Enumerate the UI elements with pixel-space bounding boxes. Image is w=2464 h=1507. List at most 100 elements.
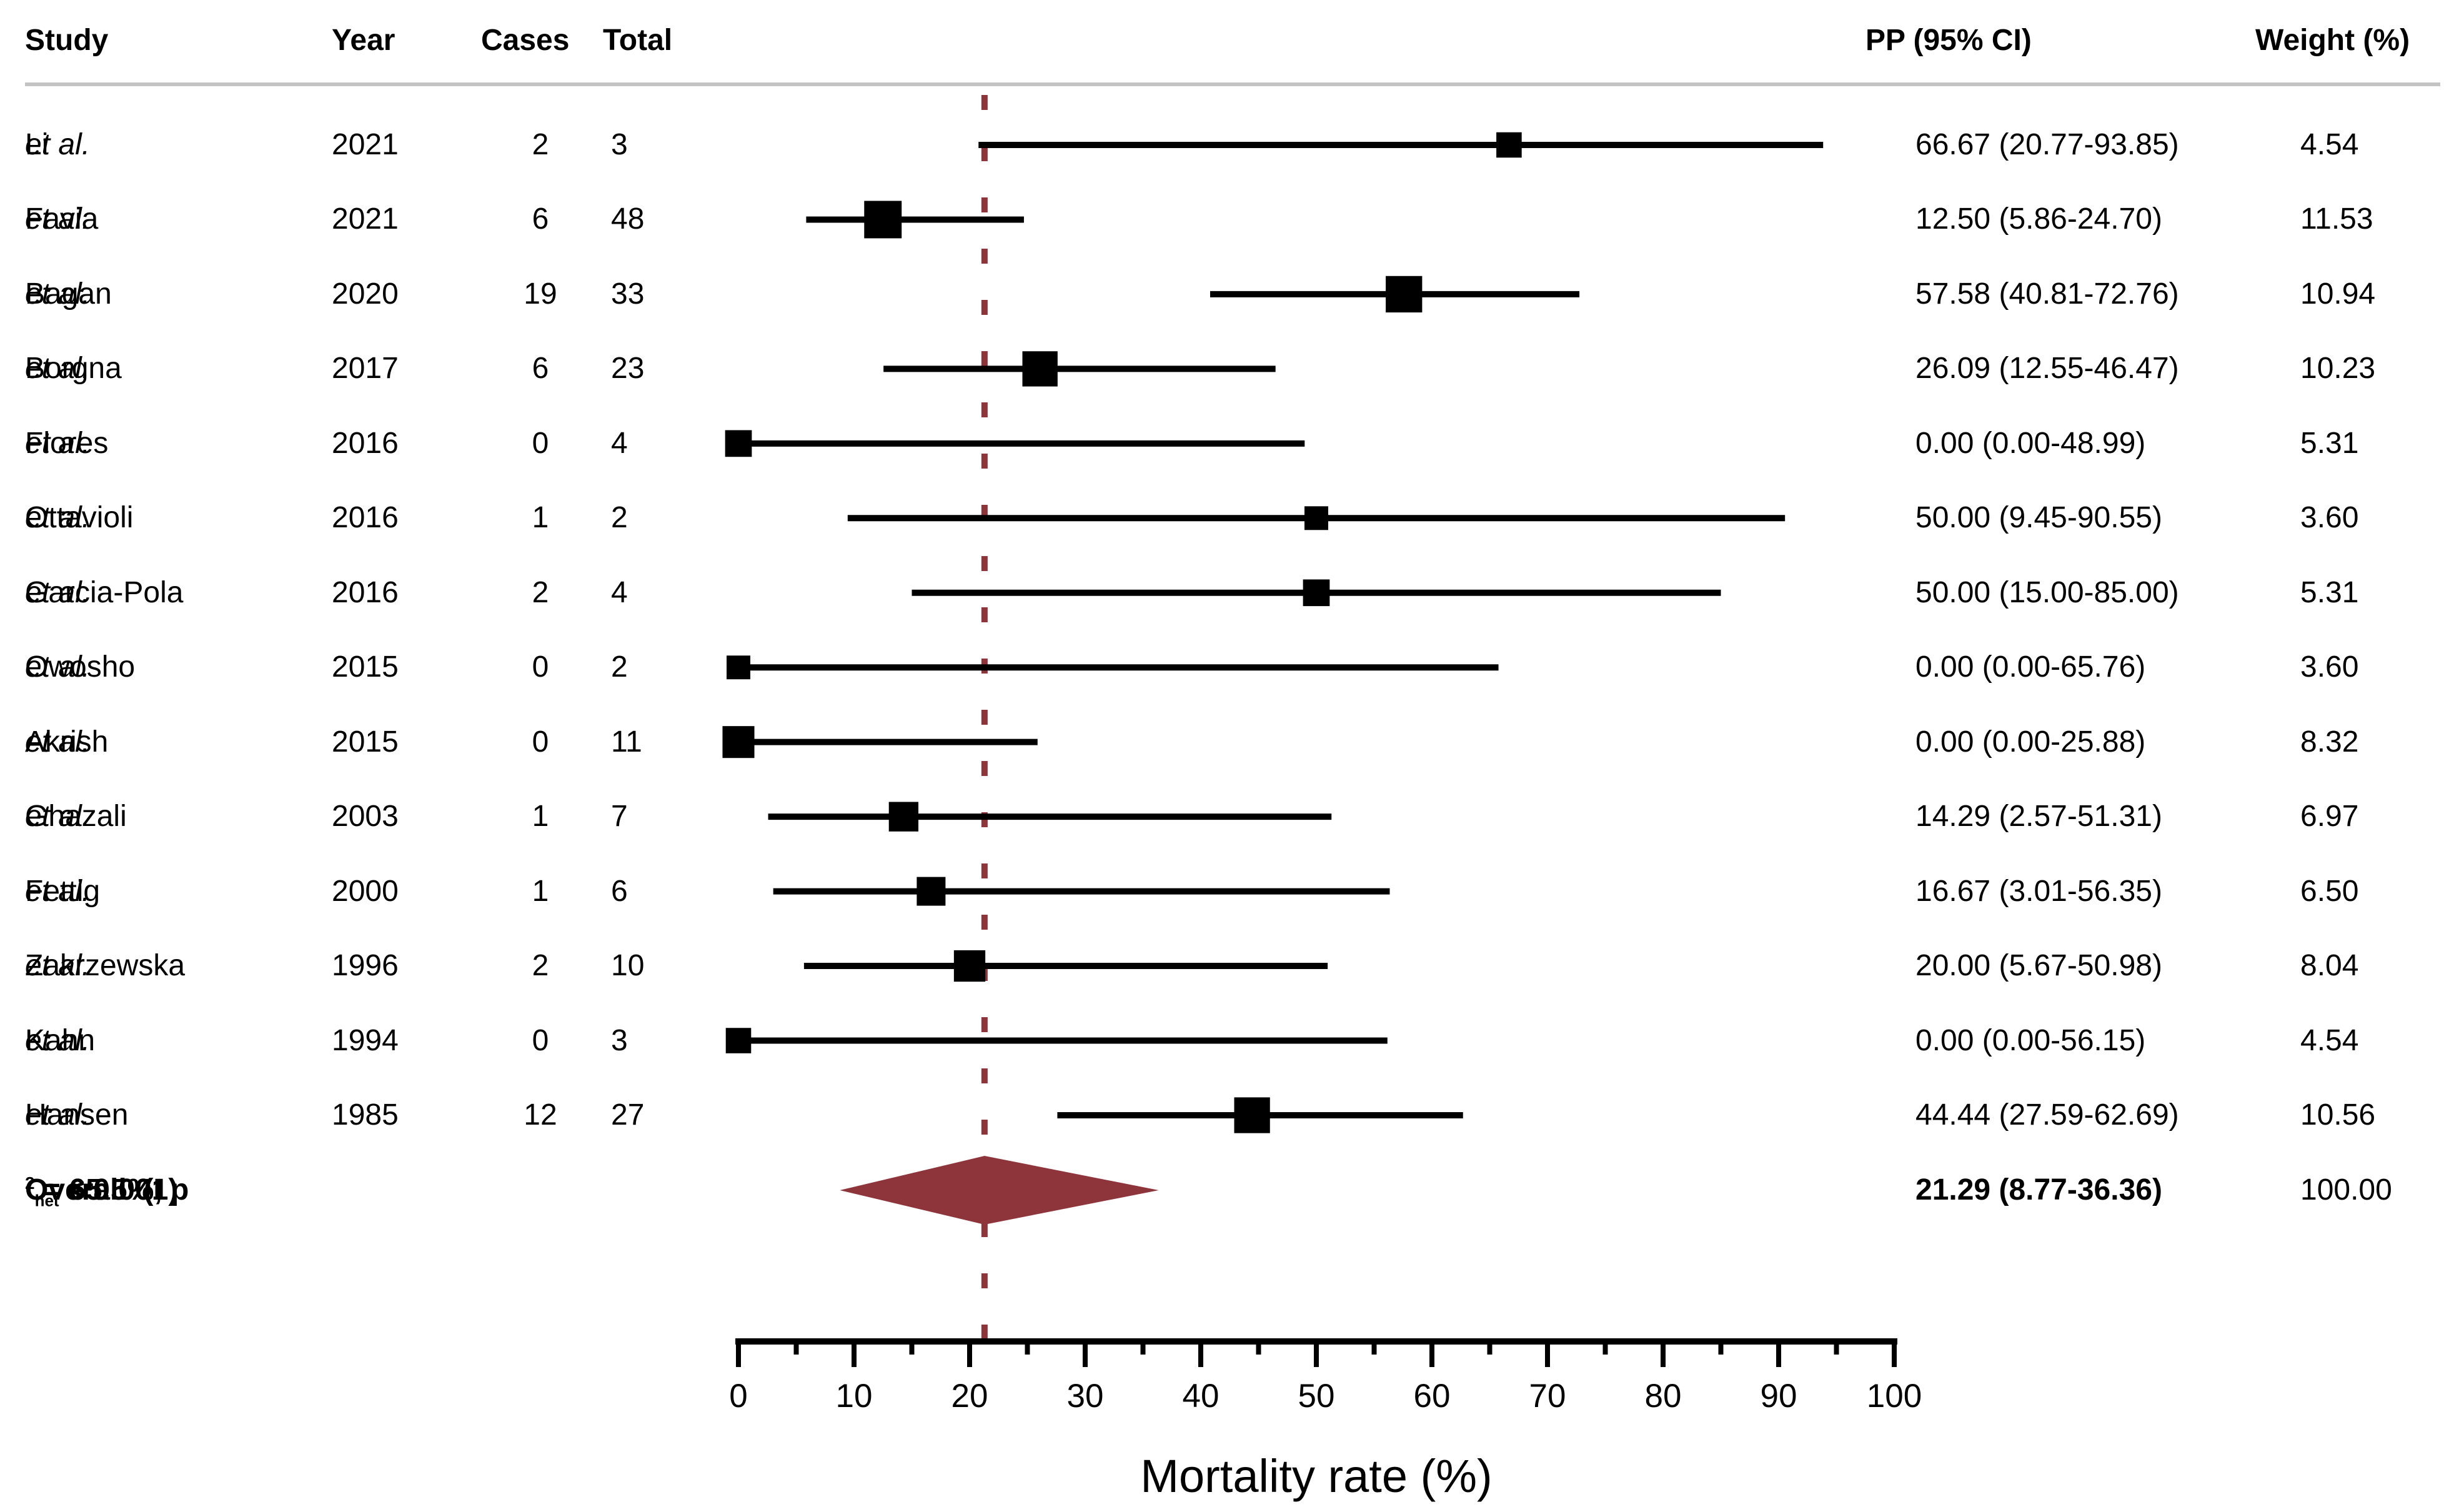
weight-value: 6.50 [2300,874,2359,908]
effect-square [1496,132,1522,158]
study-etal: et al. [25,202,91,236]
weight-value: 10.56 [2300,1098,2376,1131]
effect-square [727,655,750,680]
weight-value: 3.60 [2300,650,2359,684]
pp-ci-value: 14.29 (2.57-51.31) [1915,800,2162,833]
cases-value: 6 [532,352,549,385]
study-etal: et al. [25,575,91,609]
study-name: Bagan [25,277,112,311]
cases-value: 1 [532,800,549,833]
cases-value: 12 [524,1098,557,1131]
x-axis-title: Mortality rate (%) [1140,1450,1493,1502]
weight-value: 6.97 [2300,800,2359,833]
study-row: Bagan et al. 2020 19 33 57.58 (40.81-72.… [0,272,2464,316]
col-header-weight: Weight (%) [2255,24,2410,57]
x-axis-tick-label: 80 [1645,1378,1682,1415]
weight-value: 10.94 [2300,277,2376,311]
year-value: 1985 [332,1098,399,1131]
effect-square [1234,1097,1270,1133]
x-axis-tick-label: 40 [1183,1378,1220,1415]
study-row: Fettig et al. 2000 1 6 16.67 (3.01-56.35… [0,870,2464,913]
pp-ci-value: 57.58 (40.81-72.76) [1915,277,2179,311]
year-value: 2021 [332,128,399,161]
study-etal: et al. [25,128,91,161]
pp-ci-value: 50.00 (15.00-85.00) [1915,575,2179,609]
study-etal: et al. [25,1098,91,1131]
total-value: 4 [611,575,628,609]
study-name: Kahn [25,1023,96,1057]
effect-square [1303,579,1330,607]
year-value: 2015 [332,650,399,684]
study-row: Garcia-Pola et al. 2016 2 4 50.00 (15.00… [0,571,2464,615]
study-name: Flores [25,426,109,460]
cases-value: 0 [532,426,549,460]
study-row: Zakrzewska et al. 1996 2 10 20.00 (5.67-… [0,944,2464,988]
cases-value: 0 [532,1023,549,1057]
pp-ci-value: 16.67 (3.01-56.35) [1915,874,2162,908]
effect-square [1304,506,1328,530]
weight-value: 4.54 [2300,1023,2359,1057]
overall-weight: 100.00 [2300,1173,2392,1206]
x-axis-tick-label: 70 [1529,1378,1566,1415]
weight-value: 8.04 [2300,949,2359,983]
study-row: Flores et al. 2016 0 4 0.00 (0.00-48.99)… [0,422,2464,465]
x-axis-tick-label: 0 [729,1378,747,1415]
cases-value: 19 [524,277,557,311]
study-name: Fettig [25,874,101,908]
total-value: 3 [611,1023,628,1057]
cases-value: 0 [532,725,549,758]
pp-ci-value: 0.00 (0.00-56.15) [1915,1023,2146,1057]
total-value: 27 [611,1098,645,1131]
effect-square [725,430,752,457]
pp-ci-value: 66.67 (20.77-93.85) [1915,128,2179,161]
overall-label-het: het [34,1191,59,1210]
study-row: Ottavioli et al. 2016 1 2 50.00 (9.45-90… [0,496,2464,540]
overall-row: Overall (I 2 = 65.5%, p het < 0.001) 21.29… [0,1168,2464,1212]
overall-label-suffix: < 0.001) [59,1173,179,1206]
col-header-total: Total [603,24,673,57]
cases-value: 0 [532,650,549,684]
x-axis-tick-label: 60 [1414,1378,1451,1415]
study-etal: et al. [25,501,91,535]
study-name: Hansen [25,1098,129,1131]
study-name: Akrish [25,725,109,758]
study-etal: et al. [25,800,91,833]
pp-ci-value: 50.00 (9.45-90.55) [1915,501,2162,535]
overall-diamond [840,1156,1159,1225]
year-value: 2003 [332,800,399,833]
study-row: Akrish et al. 2015 0 11 0.00 (0.00-25.88… [0,720,2464,764]
total-value: 6 [611,874,628,908]
study-row: Owosho et al. 2015 0 2 0.00 (0.00-65.76)… [0,645,2464,689]
study-name: Borgna [25,352,122,385]
pp-ci-value: 44.44 (27.59-62.69) [1915,1098,2179,1131]
pp-ci-value: 20.00 (5.67-50.98) [1915,949,2162,983]
x-axis-tick-label: 100 [1867,1378,1922,1415]
study-name: Owosho [25,650,136,684]
total-value: 11 [611,725,642,758]
study-name: Li [25,128,49,161]
overall-label: Overall (I 2 = 65.5%, p het < 0.001) [25,1168,189,1212]
study-etal: et al. [25,1023,91,1057]
effect-square [1022,351,1058,387]
header-separator [25,82,2440,86]
pp-ci-value: 26.09 (12.55-46.47) [1915,352,2179,385]
study-row: Kahn et al. 1994 0 3 0.00 (0.00-56.15) 4… [0,1019,2464,1063]
pp-ci-value: 0.00 (0.00-25.88) [1915,725,2146,758]
total-value: 2 [611,650,628,684]
study-etal: et al. [25,949,91,983]
year-value: 2016 [332,426,399,460]
pp-ci-value: 0.00 (0.00-65.76) [1915,650,2146,684]
year-value: 2015 [332,725,399,758]
year-value: 2020 [332,277,399,311]
study-row: Hansen et al. 1985 12 27 44.44 (27.59-62… [0,1093,2464,1137]
x-axis-tick-label: 30 [1067,1378,1104,1415]
overall-pp-ci: 21.29 (8.77-36.36) [1915,1173,2162,1206]
table-header: Study Year Cases Total PP (95% CI) Weigh… [0,19,2464,62]
effect-square [1386,276,1423,313]
col-header-pp-ci: PP (95% CI) [1865,24,2032,57]
year-value: 2017 [332,352,399,385]
x-axis-tick-label: 10 [836,1378,873,1415]
year-value: 2016 [332,575,399,609]
study-etal: et al. [25,874,91,908]
